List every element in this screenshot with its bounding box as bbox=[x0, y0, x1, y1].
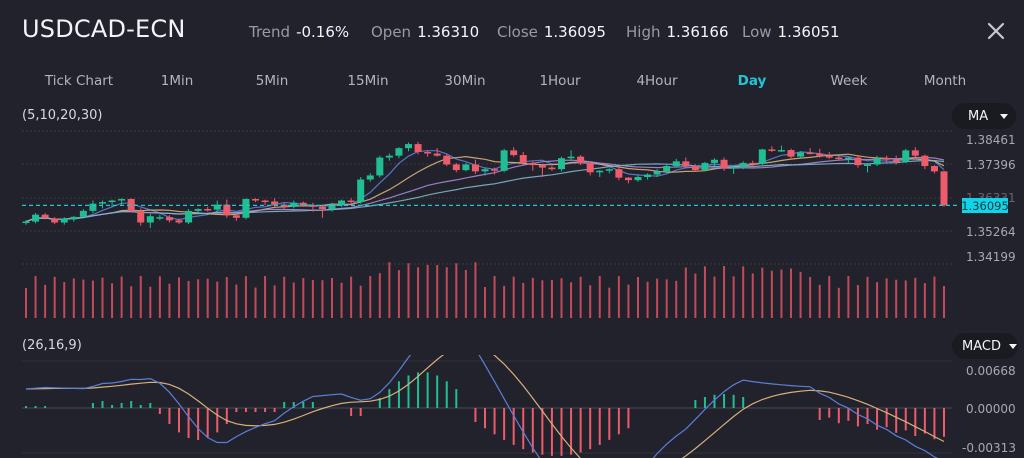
tab-tick-chart[interactable]: Tick Chart bbox=[44, 73, 114, 89]
current-price-tag: 1.36095 bbox=[961, 198, 1009, 213]
y-tick: 1.34199 bbox=[966, 250, 1016, 264]
price-chart[interactable] bbox=[0, 125, 1024, 325]
tab-day[interactable]: Day bbox=[737, 73, 767, 89]
tab-month[interactable]: Month bbox=[923, 73, 967, 89]
tab-5min[interactable]: 5Min bbox=[255, 73, 289, 89]
indicator-select-macd[interactable]: MACD bbox=[952, 333, 1018, 359]
stat-high: High 1.36166 bbox=[626, 23, 729, 41]
tab-1hour[interactable]: 1Hour bbox=[539, 73, 581, 89]
tab-1min[interactable]: 1Min bbox=[160, 73, 194, 89]
y-tick: 1.37396 bbox=[966, 158, 1016, 172]
chevron-down-icon bbox=[1000, 113, 1009, 119]
macd-chart[interactable] bbox=[0, 355, 1024, 458]
macd-y-tick: 0.00000 bbox=[966, 402, 1016, 416]
indicator-select-value: MA bbox=[968, 108, 989, 124]
indicator-select-ma[interactable]: MA bbox=[952, 103, 1016, 129]
indicator-select-value: MACD bbox=[962, 338, 1001, 354]
y-tick: 1.35264 bbox=[966, 225, 1016, 239]
stat-low: Low 1.36051 bbox=[742, 23, 840, 41]
macd-y-tick: -0.00313 bbox=[962, 441, 1016, 455]
tab-week[interactable]: Week bbox=[830, 73, 868, 89]
stat-close: Close 1.36095 bbox=[497, 23, 606, 41]
stat-trend: Trend -0.16% bbox=[249, 23, 350, 41]
macd-params-label: (26,16,9) bbox=[22, 338, 82, 353]
macd-y-tick: 0.00668 bbox=[966, 364, 1016, 378]
header: USDCAD-ECN Trend -0.16% Open 1.36310 Close… bbox=[0, 0, 1024, 64]
chevron-down-icon bbox=[1008, 343, 1017, 349]
close-icon[interactable] bbox=[984, 19, 1008, 43]
symbol-title: USDCAD-ECN bbox=[22, 15, 186, 43]
ma-params-label: (5,10,20,30) bbox=[22, 108, 103, 123]
y-tick: 1.38461 bbox=[966, 133, 1016, 147]
tab-4hour[interactable]: 4Hour bbox=[636, 73, 678, 89]
tab-15min[interactable]: 15Min bbox=[347, 73, 389, 89]
stat-open: Open 1.36310 bbox=[371, 23, 480, 41]
tab-30min[interactable]: 30Min bbox=[444, 73, 486, 89]
timeframe-tabs: Tick Chart 1Min 5Min 15Min 30Min 1Hour 4Hour Da… bbox=[0, 64, 1024, 100]
